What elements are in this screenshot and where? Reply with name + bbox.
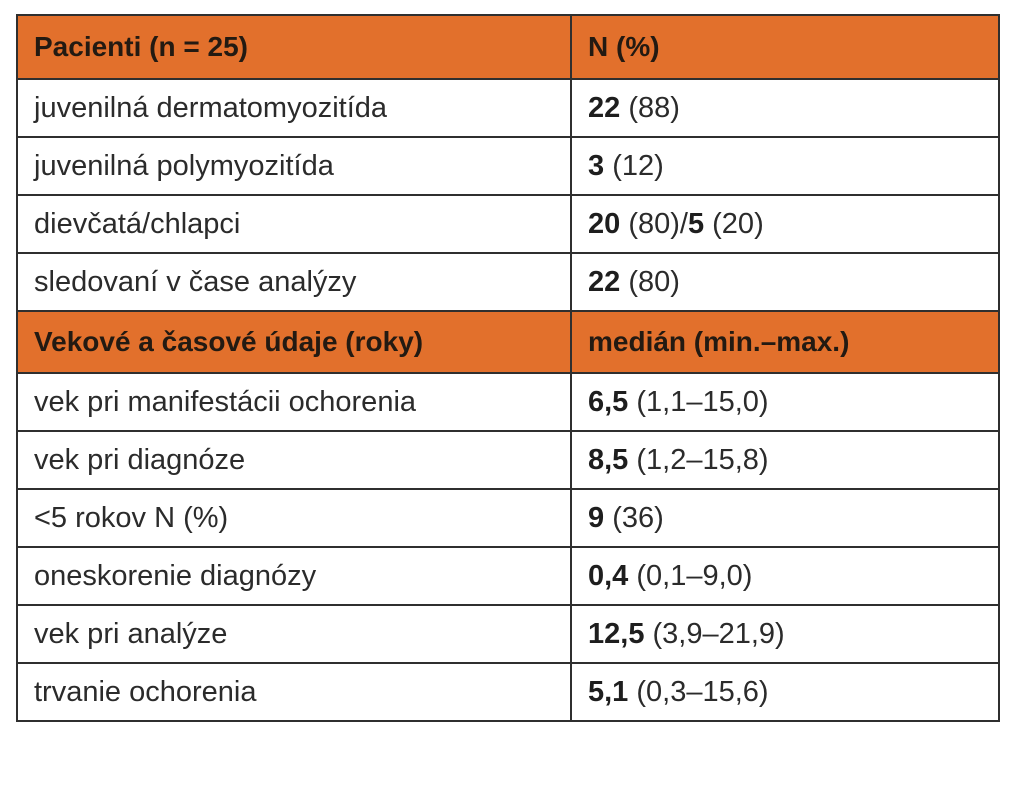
row-label: oneskorenie diagnózy — [16, 546, 572, 606]
value-rest: (88) — [620, 91, 680, 124]
row-value: 20 (80)/5 (20) — [570, 194, 1000, 254]
value-bold: 22 — [588, 91, 621, 124]
table-row: trvanie ochorenia 5,1 (0,3–15,6) — [16, 662, 1000, 722]
row-label: vek pri manifestácii ochorenia — [16, 372, 572, 432]
row-value: 9 (36) — [570, 488, 1000, 548]
value-bold: 6,5 — [588, 385, 629, 418]
header-cell-label: Pacienti (n = 25) — [16, 14, 572, 80]
value-rest: (0,3–15,6) — [628, 675, 769, 708]
value-rest: (1,2–15,8) — [628, 443, 769, 476]
header-cell-label: Vekové a časové údaje (roky) — [16, 310, 572, 374]
row-value: 22 (88) — [570, 78, 1000, 138]
value-rest: (80)/ — [620, 207, 688, 240]
table-row: dievčatá/chlapci 20 (80)/5 (20) — [16, 194, 1000, 254]
section-header-age-time: Vekové a časové údaje (roky) medián (min… — [16, 310, 1000, 374]
table-row: sledovaní v čase analýzy 22 (80) — [16, 252, 1000, 312]
row-value: 5,1 (0,3–15,6) — [570, 662, 1000, 722]
row-label: trvanie ochorenia — [16, 662, 572, 722]
value-bold-second: 5 — [687, 207, 705, 240]
row-label: sledovaní v čase analýzy — [16, 252, 572, 312]
value-rest-second: (20) — [704, 207, 764, 240]
table-row: <5 rokov N (%) 9 (36) — [16, 488, 1000, 548]
value-rest: (80) — [620, 265, 680, 298]
header-cell-value: N (%) — [570, 14, 1000, 80]
row-value: 3 (12) — [570, 136, 1000, 196]
value-bold: 8,5 — [588, 443, 629, 476]
patient-data-table-container: Pacienti (n = 25) N (%) juvenilná dermat… — [16, 14, 1000, 722]
row-label: vek pri analýze — [16, 604, 572, 664]
row-value: 0,4 (0,1–9,0) — [570, 546, 1000, 606]
value-rest: (12) — [604, 149, 664, 182]
row-label: <5 rokov N (%) — [16, 488, 572, 548]
row-label: juvenilná polymyozitída — [16, 136, 572, 196]
row-label: juvenilná dermatomyozitída — [16, 78, 572, 138]
row-label: dievčatá/chlapci — [16, 194, 572, 254]
value-rest: (0,1–9,0) — [628, 559, 753, 592]
value-bold: 0,4 — [588, 559, 629, 592]
table-row: vek pri analýze 12,5 (3,9–21,9) — [16, 604, 1000, 664]
row-value: 8,5 (1,2–15,8) — [570, 430, 1000, 490]
value-bold: 3 — [588, 149, 605, 182]
value-rest: (36) — [604, 501, 664, 534]
table-row: vek pri diagnóze 8,5 (1,2–15,8) — [16, 430, 1000, 490]
row-value: 12,5 (3,9–21,9) — [570, 604, 1000, 664]
header-cell-value: medián (min.–max.) — [570, 310, 1000, 374]
table-row: juvenilná polymyozitída 3 (12) — [16, 136, 1000, 196]
value-bold: 22 — [588, 265, 621, 298]
table-row: vek pri manifestácii ochorenia 6,5 (1,1–… — [16, 372, 1000, 432]
value-rest: (3,9–21,9) — [644, 617, 785, 650]
row-label: vek pri diagnóze — [16, 430, 572, 490]
row-value: 22 (80) — [570, 252, 1000, 312]
value-rest: (1,1–15,0) — [628, 385, 769, 418]
value-bold: 20 — [588, 207, 621, 240]
value-bold: 5,1 — [588, 675, 629, 708]
table-row: oneskorenie diagnózy 0,4 (0,1–9,0) — [16, 546, 1000, 606]
value-bold: 12,5 — [588, 617, 645, 650]
section-header-patients: Pacienti (n = 25) N (%) — [16, 14, 1000, 80]
patient-data-table: Pacienti (n = 25) N (%) juvenilná dermat… — [16, 14, 1000, 722]
table-row: juvenilná dermatomyozitída 22 (88) — [16, 78, 1000, 138]
value-bold: 9 — [588, 501, 605, 534]
row-value: 6,5 (1,1–15,0) — [570, 372, 1000, 432]
